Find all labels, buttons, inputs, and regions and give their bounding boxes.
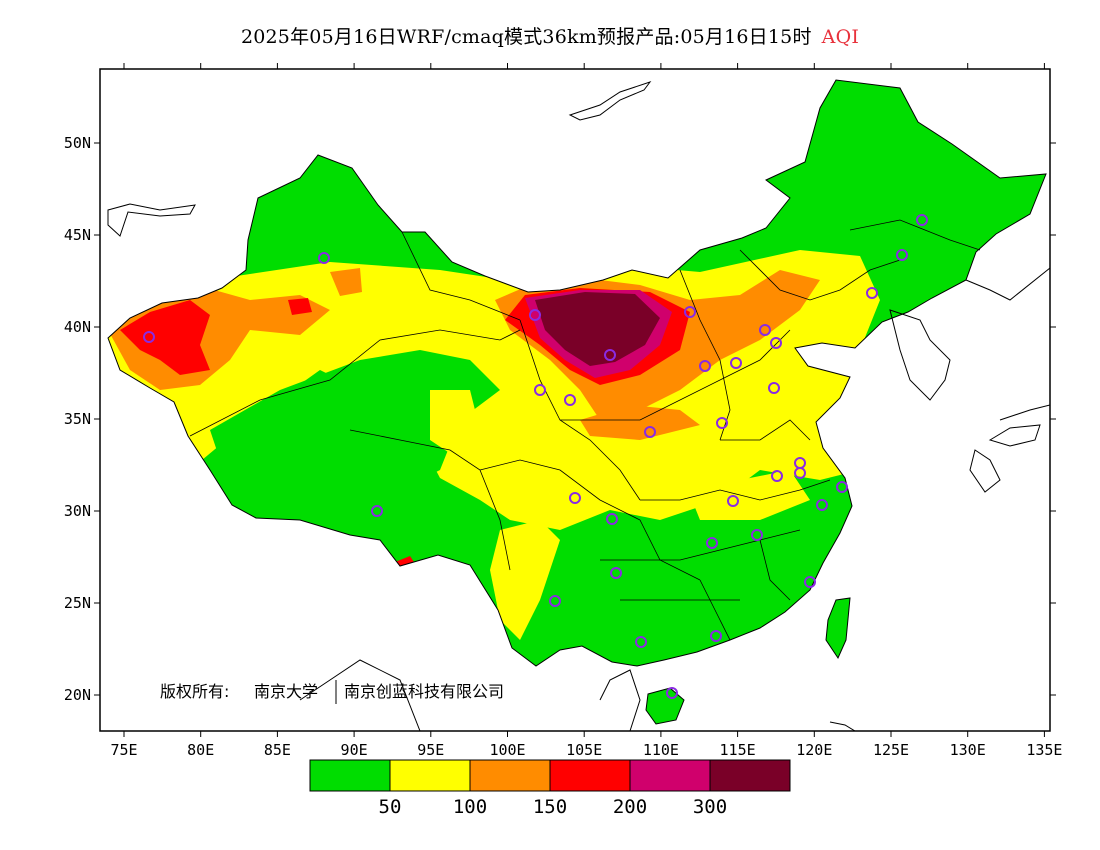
station-markers: [143, 214, 928, 699]
station-marker: [549, 595, 561, 607]
copyright-org2: 南京创蓝科技有限公司: [344, 682, 504, 701]
title-main: 2025年05月16日WRF/cmaq模式36km预报产品:05月16日15时: [240, 26, 812, 48]
station-marker: [716, 417, 728, 429]
plot-frame: [99, 68, 1051, 732]
station-marker: [770, 337, 782, 349]
station-marker: [804, 576, 816, 588]
aqi-good-area-tibet: [210, 350, 500, 490]
colorbar: 50 100 150 200 300: [309, 759, 791, 818]
station-marker: [666, 687, 678, 699]
china-border: [107, 79, 1047, 667]
station-marker: [916, 214, 928, 226]
station-marker: [866, 287, 878, 299]
aqi-unhealthy-patch: [288, 298, 312, 315]
station-marker: [635, 636, 647, 648]
copyright-org1: 南京大学: [254, 682, 318, 701]
lon-tick-label: 85E: [264, 741, 291, 759]
colorbar-swatch: [309, 759, 391, 792]
lon-tick-label: 120E: [796, 741, 832, 759]
station-marker: [371, 505, 383, 517]
lon-tick-label: 125E: [873, 741, 909, 759]
station-marker: [794, 467, 806, 479]
lon-tick-label: 90E: [341, 741, 368, 759]
lon-tick-label: 130E: [950, 741, 986, 759]
lat-tick-label: 45N: [64, 226, 91, 244]
colorbar-label: 100: [453, 796, 487, 818]
lat-tick-label: 50N: [64, 134, 91, 152]
map-layers: 版权所有: 南京大学 南京创蓝科技有限公司: [107, 79, 1050, 731]
station-marker: [706, 537, 718, 549]
station-marker: [564, 394, 576, 406]
aqi-usg-patch-xj: [330, 268, 362, 296]
aqi-hazardous-area: [535, 292, 660, 366]
copyright-notice: 版权所有: 南京大学 南京创蓝科技有限公司: [160, 680, 504, 704]
lat-tick-label: 30N: [64, 502, 91, 520]
title-variable: AQI: [821, 26, 860, 48]
station-marker: [710, 630, 722, 642]
copyright-prefix: 版权所有:: [160, 682, 229, 701]
station-marker: [896, 249, 908, 261]
aqi-moderate-patch: [430, 390, 480, 460]
station-marker: [836, 481, 848, 493]
lat-tick-label: 40N: [64, 318, 91, 336]
lon-tick-label: 110E: [643, 741, 679, 759]
station-marker: [529, 309, 541, 321]
station-marker: [534, 384, 546, 396]
colorbar-swatch: [469, 759, 551, 792]
station-marker: [318, 252, 330, 264]
station-marker: [644, 426, 656, 438]
lat-tick-label: 20N: [64, 686, 91, 704]
lon-tick-label: 80E: [187, 741, 214, 759]
station-marker: [604, 349, 616, 361]
lon-tick-label: 135E: [1026, 741, 1062, 759]
station-marker: [730, 357, 742, 369]
station-marker: [569, 492, 581, 504]
lat-tick-label: 35N: [64, 410, 91, 428]
aqi-usg-area-loess: [580, 405, 700, 440]
colorbar-label: 50: [379, 796, 402, 818]
colorbar-swatch: [709, 759, 791, 792]
map-title: 2025年05月16日WRF/cmaq模式36km预报产品:05月16日15时 A…: [0, 22, 1100, 49]
colorbar-label: 200: [613, 796, 647, 818]
station-marker: [699, 360, 711, 372]
aqi-moderate-area-sw: [490, 520, 560, 640]
aqi-unhealthy-area-west: [120, 300, 210, 375]
lon-tick-label: 75E: [110, 741, 137, 759]
taiwan-border: [825, 597, 851, 660]
lon-tick-label: 105E: [566, 741, 602, 759]
axis-ticks: 75E 80E 85E 90E 95E 100E 105E 110E 115E 120E 125E 1…: [64, 63, 1062, 759]
station-marker: [768, 382, 780, 394]
colorbar-swatch: [389, 759, 471, 792]
colorbar-swatch: [549, 759, 631, 792]
foreign-coastlines: [107, 81, 1050, 731]
station-marker: [610, 567, 622, 579]
station-marker: [727, 495, 739, 507]
station-marker: [606, 513, 618, 525]
station-marker: [684, 306, 696, 318]
station-marker: [751, 529, 763, 541]
lon-tick-label: 95E: [417, 741, 444, 759]
lon-tick-label: 115E: [720, 741, 756, 759]
colorbar-label: 300: [693, 796, 727, 818]
station-marker: [759, 324, 771, 336]
aqi-moderate-area-east: [680, 470, 810, 520]
station-marker: [143, 331, 155, 343]
station-marker: [771, 470, 783, 482]
colorbar-label: 150: [533, 796, 567, 818]
lon-tick-label: 100E: [489, 741, 525, 759]
lat-tick-label: 25N: [64, 594, 91, 612]
station-marker: [816, 499, 828, 511]
colorbar-swatch: [629, 759, 711, 792]
